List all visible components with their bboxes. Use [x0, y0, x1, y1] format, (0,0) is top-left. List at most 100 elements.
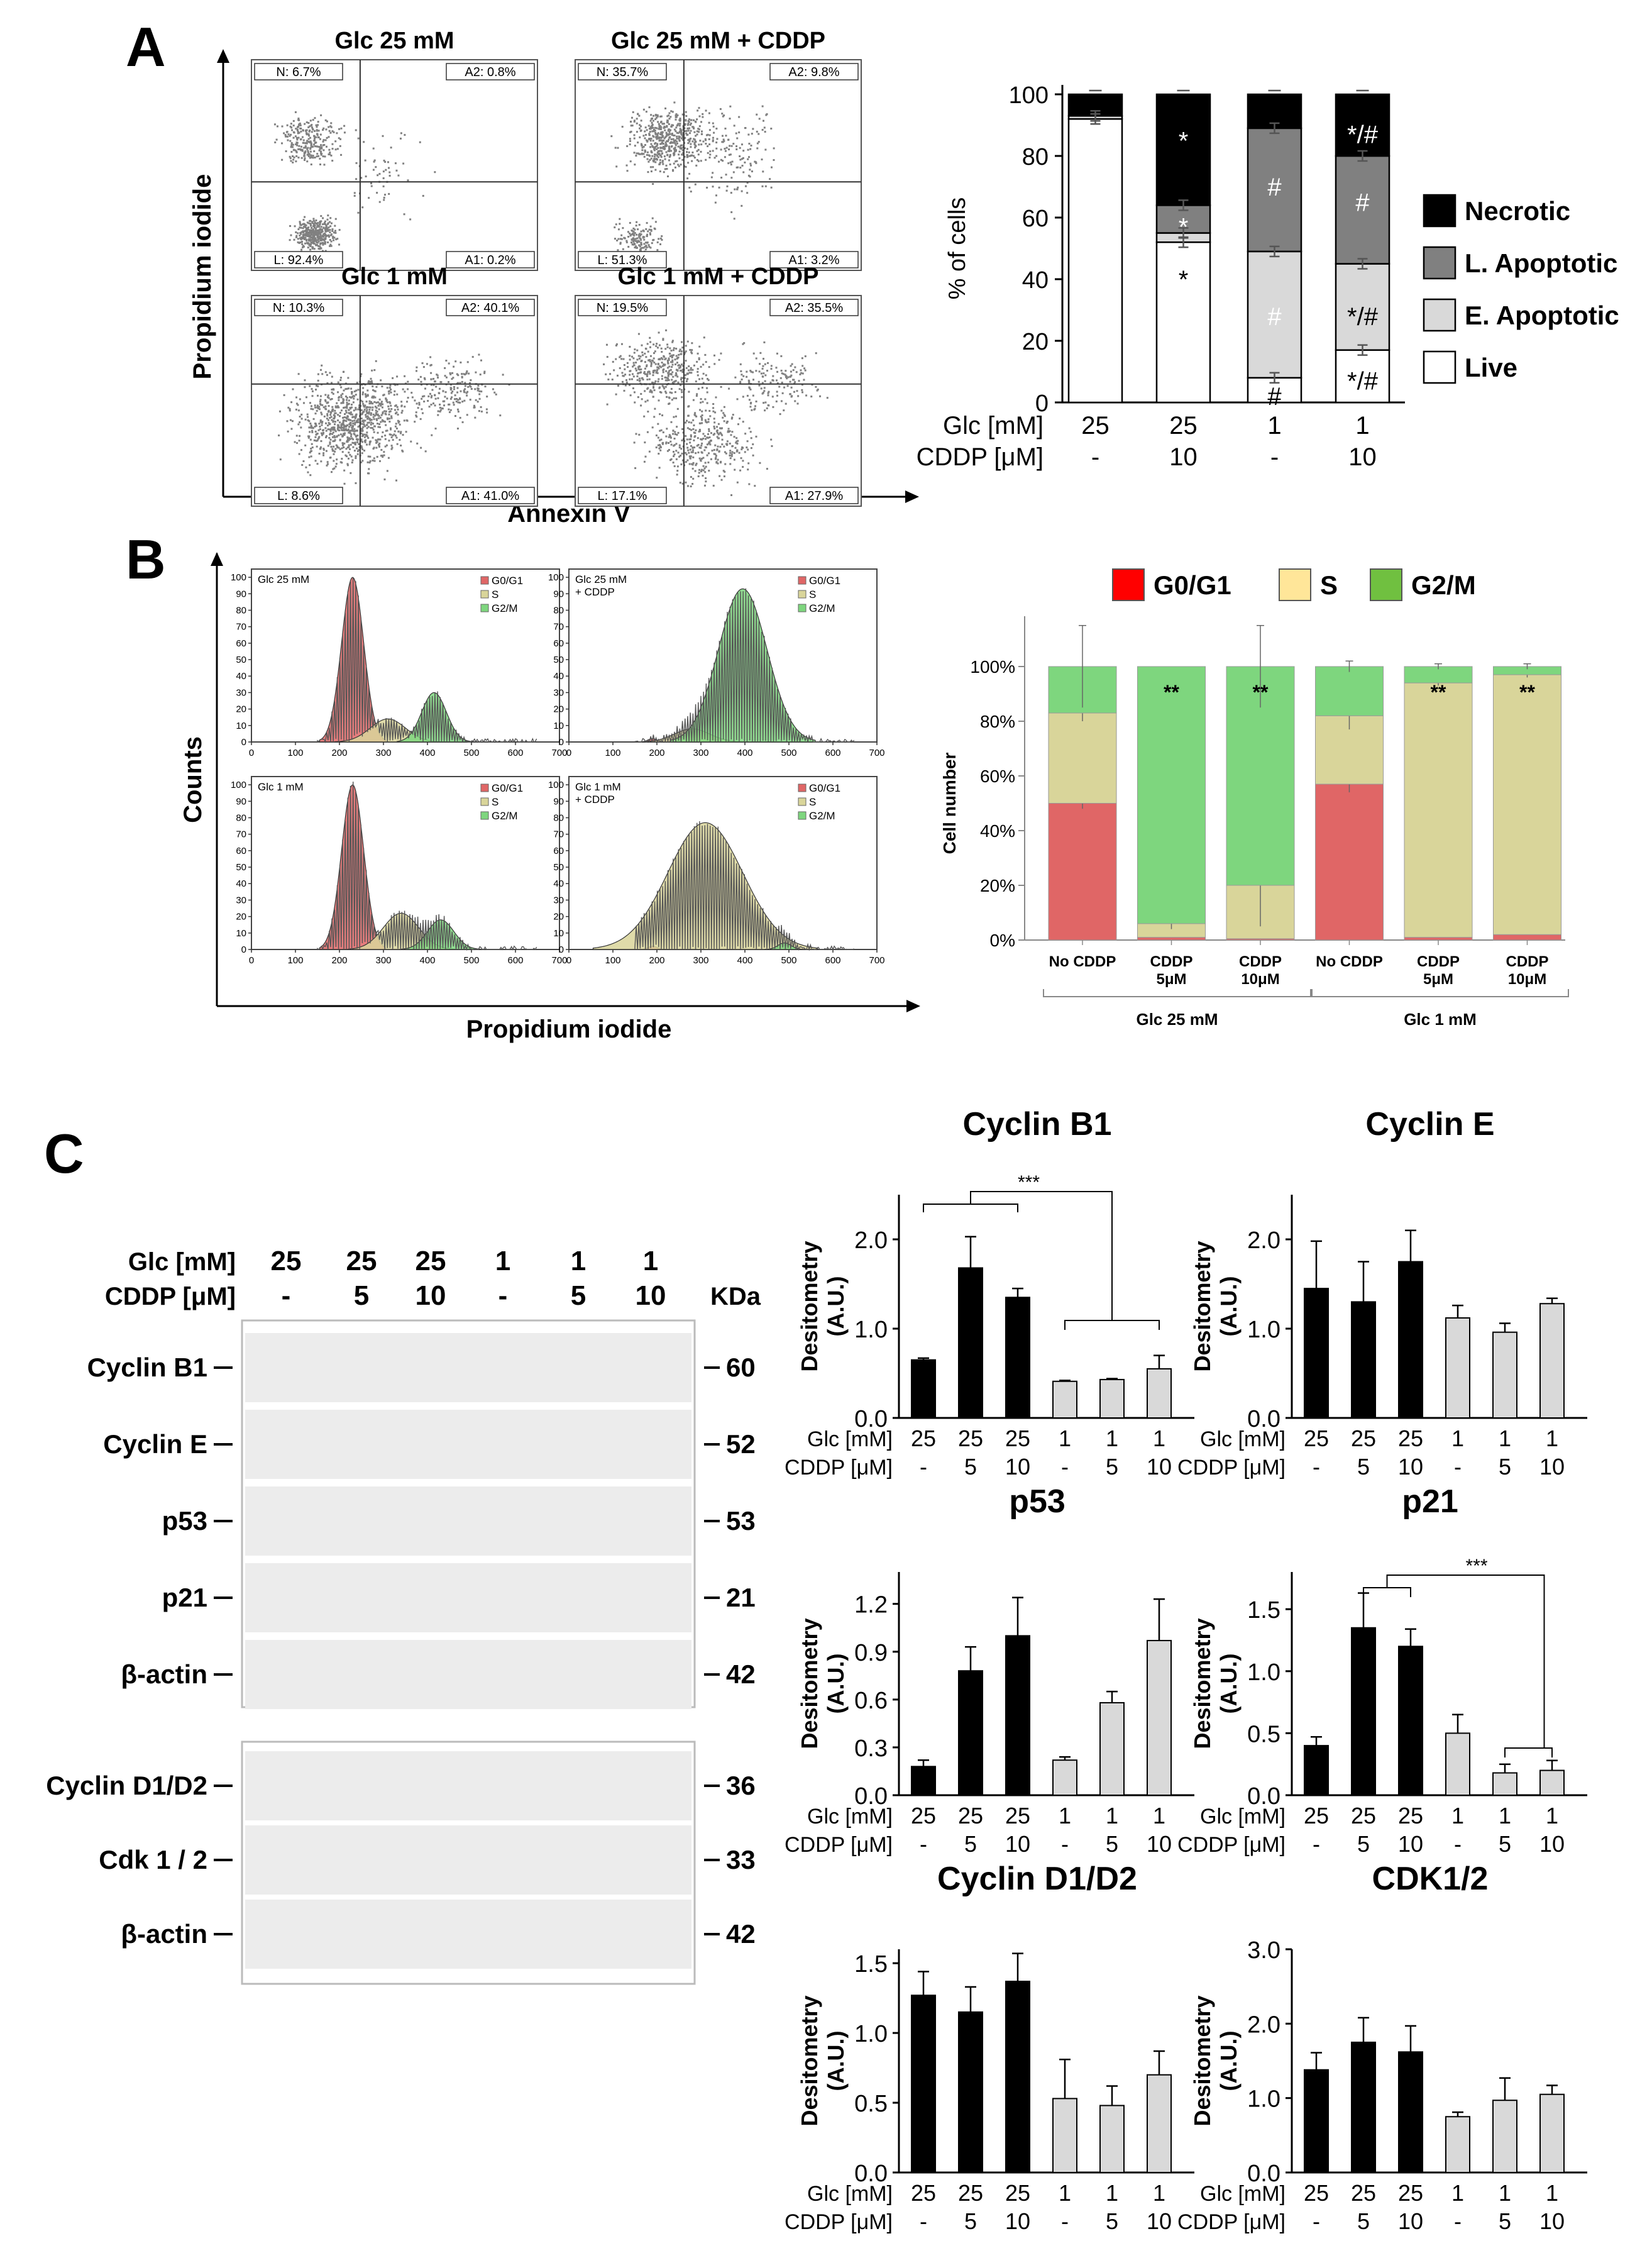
- flow-dot: [667, 372, 669, 374]
- flow-dot: [358, 449, 360, 451]
- flow-dot: [368, 418, 371, 420]
- flow-dot: [704, 471, 707, 473]
- flow-dot: [688, 127, 691, 130]
- flow-dot: [329, 239, 331, 241]
- densitometry-title: Cyclin B1: [963, 1106, 1112, 1143]
- flow-dot: [704, 462, 707, 464]
- flow-dot: [635, 245, 637, 248]
- flow-dot: [718, 433, 720, 435]
- flow-dot: [733, 436, 735, 438]
- flow-dot: [677, 431, 680, 434]
- flow-dot: [292, 136, 295, 139]
- flow-dot: [307, 471, 309, 473]
- viability-significance-mark: #: [1267, 174, 1282, 201]
- flow-dot: [320, 153, 322, 156]
- flow-dot: [634, 246, 636, 249]
- flow-dot: [729, 145, 731, 147]
- flow-dot: [401, 409, 404, 412]
- flow-dot: [317, 236, 319, 239]
- densitometry-glc-value: 25: [1351, 2180, 1376, 2206]
- flow-dot: [357, 426, 360, 428]
- hist-xtick-label: 700: [869, 955, 884, 966]
- quadrant-percent: A2: 0.8%: [465, 65, 515, 79]
- flow-dot: [679, 123, 681, 125]
- flow-dot: [339, 448, 341, 450]
- flow-dot: [346, 429, 349, 432]
- densitometry-ytick-label: 0.5: [854, 2091, 888, 2117]
- flow-dot: [725, 189, 728, 192]
- flow-dot: [350, 407, 352, 410]
- flow-dot: [350, 403, 353, 406]
- densitometry-cddp-value: -: [920, 1454, 927, 1480]
- flow-dot: [362, 426, 365, 428]
- flow-dot: [691, 160, 693, 162]
- flow-dot: [678, 140, 681, 142]
- flow-dot: [294, 225, 296, 228]
- densitometry-ylabel-unit: (A.U.): [1216, 1276, 1242, 1337]
- flow-dot: [717, 423, 720, 425]
- flow-dot: [307, 133, 310, 135]
- flow-dot: [382, 431, 384, 434]
- flow-dot: [339, 433, 342, 436]
- flow-dot: [637, 355, 640, 357]
- flow-dot: [629, 131, 632, 133]
- flow-dot: [658, 344, 661, 346]
- flow-dot: [456, 387, 459, 389]
- flow-dot: [355, 162, 358, 164]
- flow-dot: [766, 407, 768, 409]
- flow-dot: [307, 226, 310, 229]
- flow-dot: [457, 374, 460, 377]
- flow-dot: [804, 355, 807, 358]
- densitometry-cddp-value: -: [1061, 2208, 1069, 2234]
- flow-dot: [322, 233, 325, 235]
- hist-ytick-label: 30: [553, 687, 564, 698]
- flow-dot: [712, 140, 714, 143]
- flow-dot: [435, 385, 438, 388]
- flow-dot: [760, 387, 763, 390]
- flow-dot: [668, 145, 671, 148]
- flow-dot: [375, 446, 378, 449]
- flow-dot: [663, 126, 666, 129]
- flow-dot: [684, 124, 686, 126]
- flow-dot: [708, 157, 711, 159]
- flow-dot: [457, 411, 460, 413]
- flow-dot: [362, 387, 365, 389]
- flow-dot: [671, 381, 674, 384]
- flow-dot: [319, 245, 321, 248]
- flow-dot: [781, 392, 784, 394]
- flow-dot: [333, 467, 336, 470]
- densitometry-cddp-value: 5: [1357, 2208, 1370, 2234]
- flow-dot: [322, 129, 324, 131]
- flow-dot: [639, 125, 642, 128]
- flow-dot: [689, 448, 691, 451]
- densitometry-ytick-label: 3.0: [1247, 1937, 1280, 1964]
- flow-dot: [647, 350, 649, 353]
- flow-dot: [409, 218, 412, 221]
- flow-dot: [741, 143, 743, 146]
- densitometry-title: Cyclin D1/D2: [937, 1861, 1137, 1897]
- flow-dot: [648, 138, 651, 140]
- flow-dot: [334, 412, 336, 414]
- flow-dot: [325, 436, 328, 439]
- flow-dot: [651, 390, 653, 392]
- flow-dot: [664, 379, 667, 382]
- flow-dot: [327, 214, 329, 217]
- flow-dot: [810, 396, 813, 398]
- flow-dot: [629, 138, 631, 140]
- flow-dot: [768, 390, 770, 393]
- densitometry-cddp-value: 5: [1106, 2208, 1118, 2234]
- flow-dot: [322, 431, 325, 434]
- flow-dot: [286, 135, 289, 138]
- flow-dot: [416, 366, 418, 368]
- flow-dot: [299, 221, 301, 223]
- cycle-significance-mark: **: [1253, 681, 1269, 704]
- flow-dot: [318, 406, 321, 408]
- flow-dot: [439, 381, 442, 384]
- flow-dot: [390, 391, 392, 394]
- flow-dot: [701, 133, 703, 135]
- flow-dot: [298, 453, 300, 455]
- cell-cycle-histogram: 0 100 200 300 400 500 600 700010203040506070809…: [231, 568, 568, 758]
- flow-dot: [360, 423, 363, 425]
- densitometry-glc-value: 1: [1499, 1425, 1511, 1451]
- flow-dot: [643, 460, 646, 463]
